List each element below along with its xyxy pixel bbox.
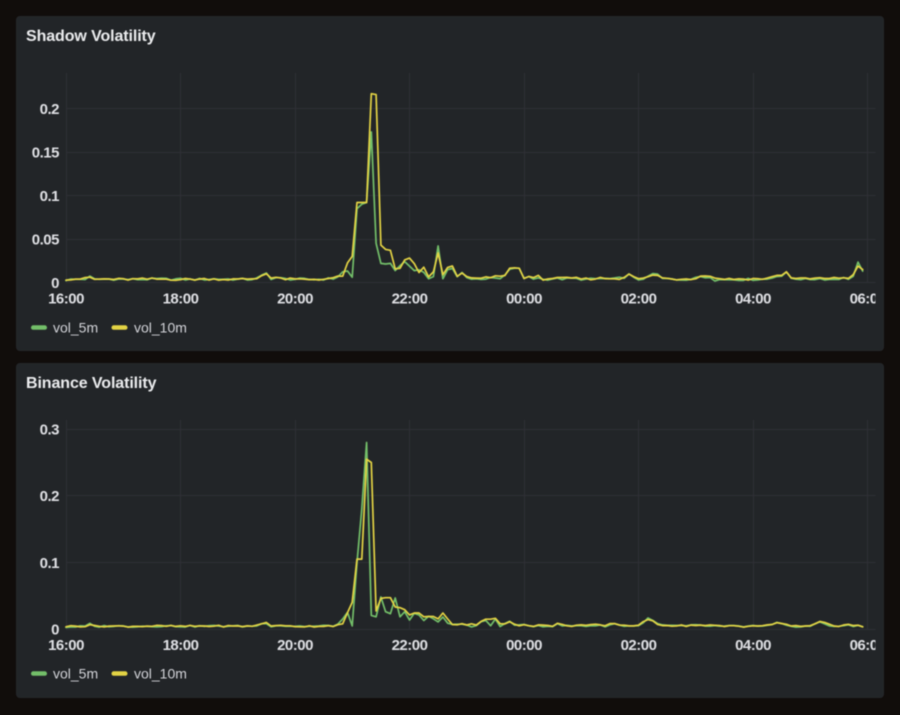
svg-text:06:00: 06:00 [850, 637, 884, 654]
svg-text:16:00: 16:00 [48, 637, 84, 654]
svg-text:00:00: 00:00 [506, 637, 542, 654]
svg-text:18:00: 18:00 [163, 290, 199, 307]
svg-text:00:00: 00:00 [506, 290, 542, 307]
svg-text:22:00: 22:00 [392, 637, 428, 654]
svg-text:0.15: 0.15 [32, 144, 59, 161]
svg-text:vol_10m: vol_10m [134, 666, 187, 682]
svg-text:0: 0 [51, 621, 59, 638]
svg-text:22:00: 22:00 [392, 290, 428, 307]
svg-text:vol_5m: vol_5m [53, 666, 98, 682]
svg-text:04:00: 04:00 [735, 290, 771, 307]
svg-text:vol_5m: vol_5m [53, 320, 98, 336]
svg-text:20:00: 20:00 [277, 637, 313, 654]
svg-text:0.2: 0.2 [40, 101, 60, 118]
svg-text:16:00: 16:00 [48, 290, 84, 307]
svg-text:0.3: 0.3 [40, 422, 60, 439]
svg-text:18:00: 18:00 [163, 637, 199, 654]
svg-text:0.1: 0.1 [40, 188, 60, 205]
svg-text:02:00: 02:00 [621, 637, 657, 654]
svg-text:0.2: 0.2 [40, 488, 60, 505]
svg-text:vol_10m: vol_10m [134, 320, 187, 336]
svg-text:04:00: 04:00 [735, 637, 771, 654]
svg-text:0: 0 [51, 275, 59, 292]
svg-text:0.1: 0.1 [40, 555, 60, 572]
svg-text:20:00: 20:00 [277, 290, 313, 307]
svg-text:06:00: 06:00 [850, 290, 884, 307]
svg-text:0.05: 0.05 [32, 231, 59, 248]
svg-text:02:00: 02:00 [621, 290, 657, 307]
